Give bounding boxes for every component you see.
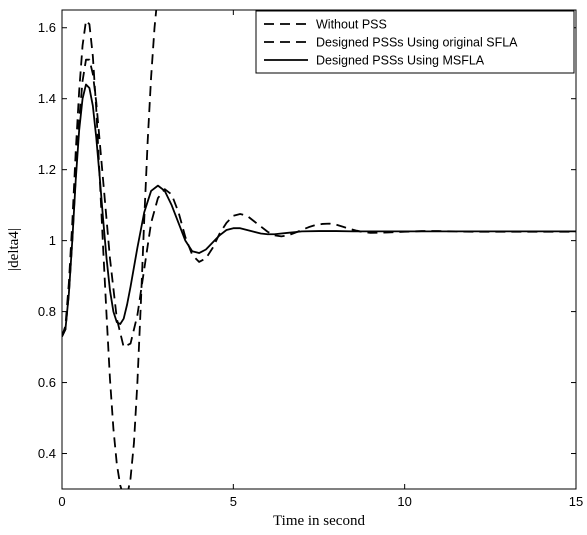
y-tick-label: 0.8	[38, 304, 56, 319]
x-tick-label: 5	[230, 494, 237, 509]
y-tick-label: 0.6	[38, 375, 56, 390]
legend-box	[255, 10, 575, 74]
x-tick-label: 15	[569, 494, 583, 509]
y-axis-ticks: 0.4 0.6 0.8 1 1.2 1.4 1.6	[38, 20, 576, 461]
y-tick-label: 1.6	[38, 20, 56, 35]
plot-area	[62, 10, 576, 489]
x-axis-label: Time in second	[273, 513, 365, 529]
legend-label: Without PSS	[316, 18, 387, 32]
y-tick-label: 0.4	[38, 446, 56, 461]
series-line	[62, 10, 158, 489]
series-line	[62, 83, 576, 337]
x-axis-ticks: 0 5 10 15	[58, 10, 583, 509]
y-tick-label: 1.2	[38, 162, 56, 177]
y-tick-label: 1.4	[38, 91, 56, 106]
series-line	[62, 58, 576, 348]
y-tick-label: 1	[49, 233, 56, 248]
legend: Without PSS Designed PSSs Using original …	[255, 10, 575, 74]
legend-label: Designed PSSs Using original SFLA	[316, 36, 518, 50]
x-tick-label: 10	[397, 494, 411, 509]
x-tick-label: 0	[58, 494, 65, 509]
legend-label: Designed PSSs Using MSFLA	[316, 54, 485, 68]
axes-frame	[61, 9, 577, 490]
y-axis-label: |delta4|	[6, 228, 22, 271]
